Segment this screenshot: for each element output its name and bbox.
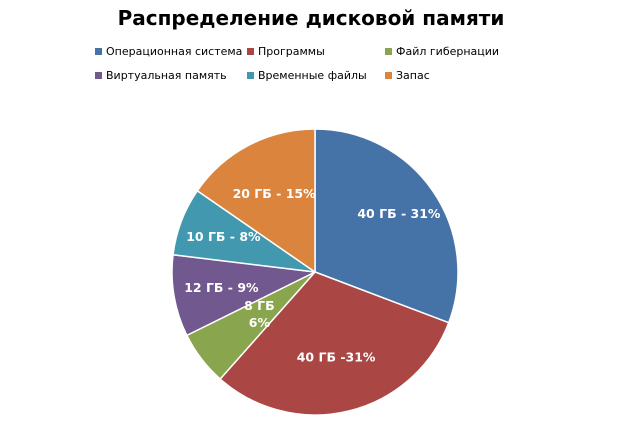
legend-swatch-hibernation — [385, 48, 392, 55]
pie-slice-os — [314, 128, 459, 324]
legend-item-virtual-memory: Виртуальная память — [95, 69, 247, 82]
legend-swatch-programs — [247, 48, 254, 55]
legend-item-hibernation: Файл гибернации — [385, 45, 535, 58]
slice-label-line: 20 ГБ - 15% — [233, 186, 317, 201]
slice-label-line: 10 ГБ - 8% — [186, 229, 261, 244]
slice-label-virtual-memory: 12 ГБ - 9% — [184, 280, 259, 295]
slice-label-line: 40 ГБ -31% — [297, 349, 376, 364]
legend-item-reserve: Запас — [385, 69, 535, 82]
legend-item-programs: Программы — [247, 45, 385, 58]
legend-swatch-virtual-memory — [95, 72, 102, 79]
legend-swatch-reserve — [385, 72, 392, 79]
chart-title: Распределение дисковой памяти — [117, 6, 505, 30]
legend-label-programs: Программы — [258, 45, 325, 58]
pie-slice-reserve — [196, 128, 316, 273]
legend-item-temp-files: Временные файлы — [247, 69, 385, 82]
legend-label-virtual-memory: Виртуальная память — [106, 69, 227, 82]
pie-slice-programs — [219, 271, 450, 416]
legend-swatch-temp-files — [247, 72, 254, 79]
slice-label-line: 6% — [249, 315, 271, 330]
slice-label-temp-files: 10 ГБ - 8% — [186, 229, 261, 244]
chart-legend: Операционная система Программы Файл гибе… — [95, 45, 535, 82]
legend-label-os: Операционная система — [106, 45, 243, 58]
legend-label-reserve: Запас — [396, 69, 430, 82]
slice-label-os: 40 ГБ - 31% — [357, 206, 441, 221]
slice-label-hibernation: 8 ГБ 6% — [244, 298, 275, 330]
slice-label-line: 8 ГБ — [244, 298, 275, 313]
slice-label-programs: 40 ГБ -31% — [297, 349, 376, 364]
legend-swatch-os — [95, 48, 102, 55]
slice-label-line: 40 ГБ - 31% — [357, 206, 441, 221]
legend-item-os: Операционная система — [95, 45, 247, 58]
legend-label-hibernation: Файл гибернации — [396, 45, 500, 58]
pie-slice-virtual-memory — [171, 254, 316, 337]
slice-label-reserve: 20 ГБ - 15% — [233, 186, 317, 201]
slice-label-line: 12 ГБ - 9% — [184, 280, 259, 295]
legend-label-temp-files: Временные файлы — [258, 69, 367, 82]
